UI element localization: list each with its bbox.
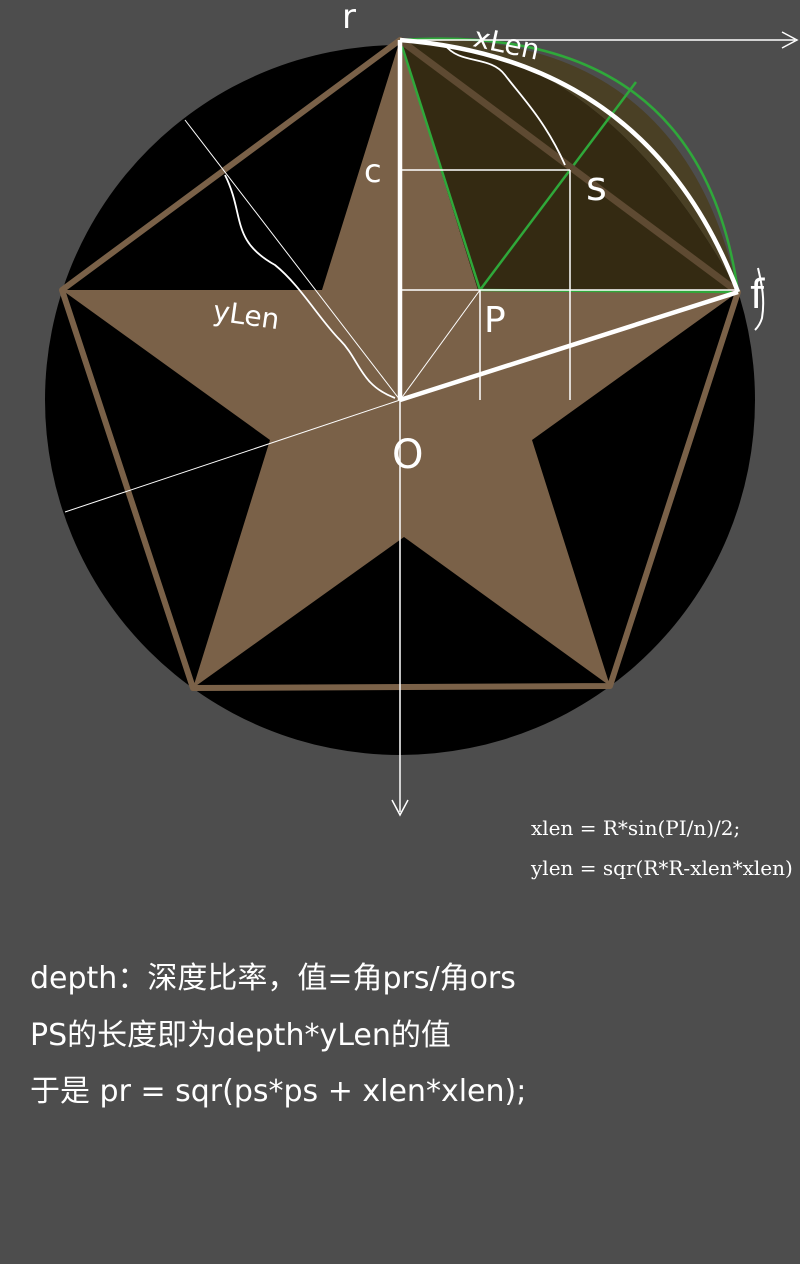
line-op xyxy=(399,289,481,401)
label-p: P xyxy=(484,300,506,341)
brace-f xyxy=(754,267,765,331)
outer-arc-region xyxy=(400,39,738,292)
axis-y-arrowhead xyxy=(391,799,409,817)
line-o-lower-left xyxy=(64,399,401,513)
formula-ylen: ylen = sqr(R*R-xlen*xlen) xyxy=(531,856,793,880)
label-r: r xyxy=(342,0,356,37)
note-pr-formula: 于是 pr = sqr(ps*ps + xlen*xlen); xyxy=(30,1074,527,1109)
white-construction xyxy=(64,31,799,817)
green-edge-rp xyxy=(398,39,482,291)
radius-of xyxy=(399,289,739,403)
formula-xlen: xlen = R*sin(PI/n)/2; xyxy=(531,816,741,840)
star-geometry-diagram: r c s f P O xLen yLen xyxy=(45,0,799,817)
label-o: O xyxy=(392,432,423,478)
label-s: s xyxy=(586,164,607,210)
green-edge-p-arc xyxy=(479,81,637,291)
chord-rf xyxy=(397,37,741,295)
label-c: c xyxy=(364,152,382,190)
line-o-upper-left xyxy=(184,119,401,401)
arc-rf xyxy=(399,37,741,293)
label-f: f xyxy=(750,272,765,318)
brace-ylen-left xyxy=(224,174,396,399)
axis-x-arrowhead xyxy=(781,31,799,49)
note-depth: depth：深度比率，值=角prs/角ors xyxy=(30,961,516,996)
brace-xlen-top xyxy=(444,44,566,166)
note-ps-length: PS的长度即为depth*yLen的值 xyxy=(30,1018,451,1053)
